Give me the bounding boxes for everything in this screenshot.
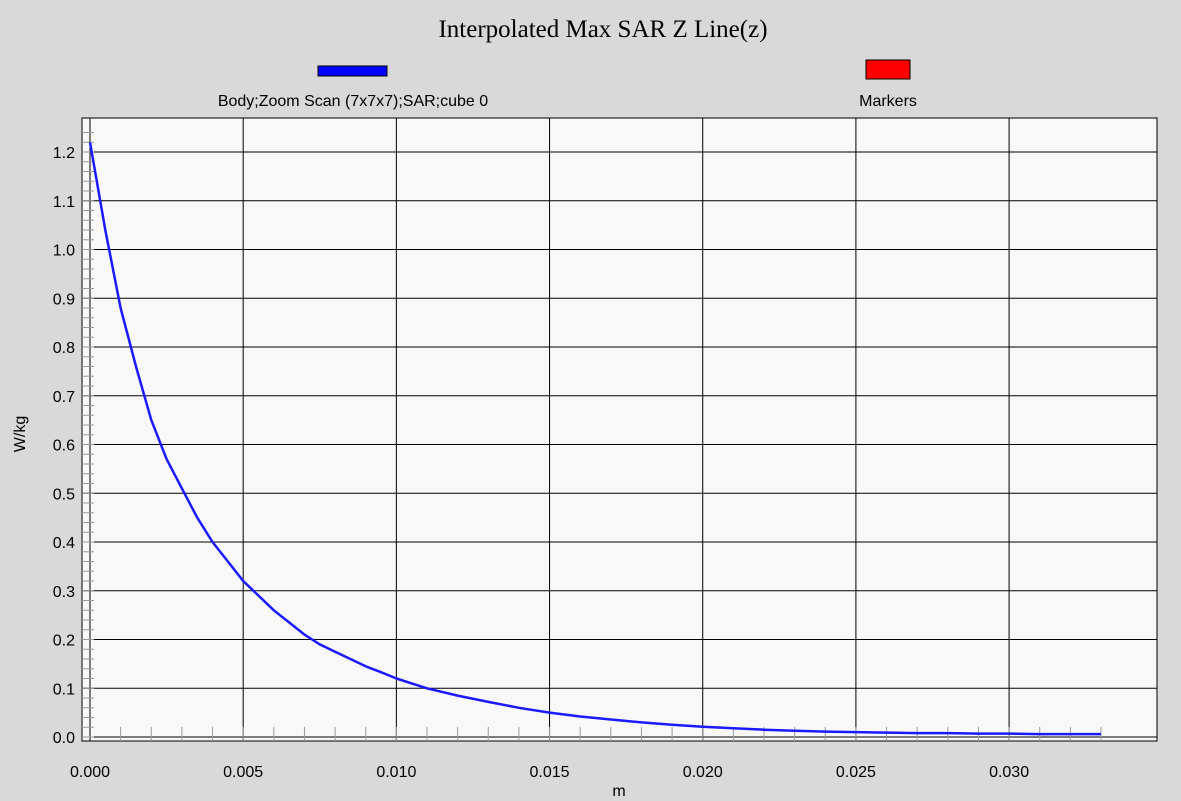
- y-tick-label: 0.2: [53, 633, 75, 650]
- x-tick-label: 0.000: [70, 764, 110, 781]
- y-tick-label: 0.5: [53, 486, 75, 503]
- y-tick-label: 0.7: [53, 389, 75, 406]
- x-tick-label: 0.005: [223, 764, 263, 781]
- y-tick-label: 0.6: [53, 438, 75, 455]
- chart-title: Interpolated Max SAR Z Line(z): [438, 16, 767, 43]
- series-line: [88, 142, 1101, 736]
- legend-label-series: Body;Zoom Scan (7x7x7);SAR;cube 0: [218, 93, 488, 110]
- y-tick-layer: 0.0 0.1 0.2 0.3 0.4 0.5 0.6 0.7 0.8 0.9 1.0 1.1 1.2: [53, 145, 75, 747]
- y-tick-label: 0.3: [53, 584, 75, 601]
- x-tick-layer: 0.000 0.005 0.010 0.015 0.020 0.025 0.030: [70, 764, 1029, 781]
- grid-layer: [82, 118, 1157, 741]
- x-tick-label: 0.025: [836, 764, 876, 781]
- x-tick-label: 0.030: [989, 764, 1029, 781]
- y-tick-label: 0.9: [53, 291, 75, 308]
- y-tick-label: 1.1: [53, 194, 75, 211]
- series-layer: [88, 142, 1101, 736]
- legend-swatch-markers: [865, 59, 911, 80]
- x-axis-label: m: [612, 783, 625, 800]
- x-tick-label: 0.010: [376, 764, 416, 781]
- plot-area: [81, 117, 1158, 742]
- y-tick-label: 0.8: [53, 340, 75, 357]
- y-axis-label: W/kg: [12, 416, 29, 452]
- y-tick-label: 1.0: [53, 243, 75, 260]
- minor-ticks: [82, 132, 1102, 741]
- x-tick-label: 0.020: [683, 764, 723, 781]
- legend-swatch-series: [317, 65, 388, 77]
- y-tick-label: 0.4: [53, 535, 75, 552]
- y-tick-label: 1.2: [53, 145, 75, 162]
- x-tick-label: 0.015: [530, 764, 570, 781]
- y-tick-label: 0.0: [53, 730, 75, 747]
- legend-label-markers: Markers: [859, 93, 917, 110]
- y-tick-label: 0.1: [53, 681, 75, 698]
